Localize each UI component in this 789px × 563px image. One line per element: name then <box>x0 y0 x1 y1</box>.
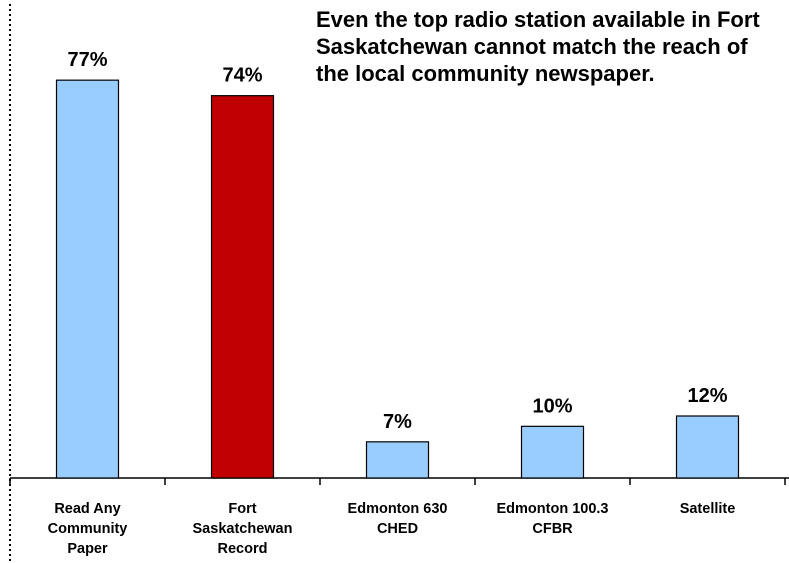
x-tick-label: CFBR <box>532 521 573 537</box>
data-label: 12% <box>687 385 727 407</box>
data-label: 74% <box>222 65 262 87</box>
x-tick-label: Edmonton 630 <box>348 501 448 517</box>
bar <box>210 95 275 479</box>
category-labels: Read Any Community Paper Fort Saskatchewan Re… <box>48 501 736 557</box>
data-label: 77% <box>67 49 107 71</box>
x-tick-label: Edmonton 100.3 <box>497 501 609 517</box>
x-axis-ticks <box>9 478 786 485</box>
chart-annotation: Even the top radio station available in … <box>316 7 760 86</box>
x-tick-label: Paper <box>67 541 108 557</box>
bar <box>675 415 740 479</box>
x-tick-label: Saskatchewan <box>193 521 293 537</box>
x-tick-label: Record <box>218 541 268 557</box>
bar <box>520 425 585 479</box>
data-labels: 77% 74% 7% 10% 12% <box>67 49 727 433</box>
data-label: 10% <box>532 395 572 417</box>
bars <box>55 79 740 479</box>
x-tick-label: Read Any <box>54 501 120 517</box>
bar <box>55 79 120 479</box>
x-tick-label: Fort <box>228 501 256 517</box>
data-label: 7% <box>383 411 412 433</box>
x-tick-label: Community <box>48 521 128 537</box>
bar <box>365 441 430 479</box>
x-tick-label: CHED <box>377 521 418 537</box>
x-tick-label: Satellite <box>680 501 736 517</box>
